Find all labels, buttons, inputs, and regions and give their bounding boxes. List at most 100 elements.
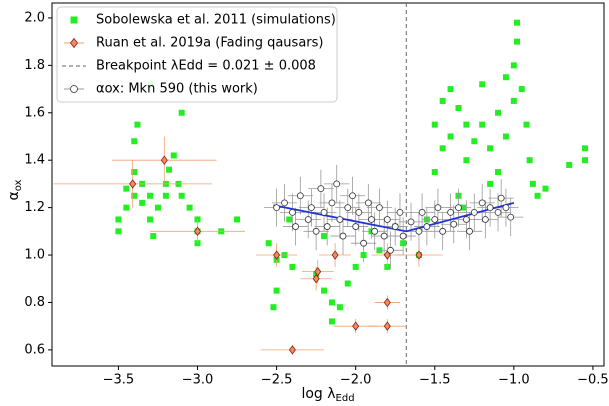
square-marker [495,169,502,176]
diamond-marker [331,250,339,260]
y-axis-label: αox [6,179,24,200]
diamond-marker [312,274,320,284]
x-tick-label: −1.5 [419,373,451,388]
y-tick-label: 1.4 [24,153,45,168]
circle-marker [431,216,439,223]
legend-label: αox: Mkn 590 (this work) [96,82,258,97]
square-marker [487,145,494,152]
y-tick-label: 0.8 [24,295,45,310]
circle-marker [307,204,315,212]
square-marker [123,204,130,211]
legend: Sobolewska et al. 2011 (simulations) Ruan… [56,6,338,103]
circle-marker [281,199,288,207]
square-marker [170,152,177,159]
y-tick-label: 2.0 [24,10,45,25]
square-marker [431,169,438,176]
legend-label: Ruan et al. 2019a (Fading qausars) [96,36,323,51]
square-marker [234,216,241,223]
x-label-main: log λ [301,386,335,402]
circle-marker [289,208,296,216]
circle-marker [399,232,407,240]
circle-marker [470,208,478,216]
circle-marker [494,208,502,216]
circle-marker [481,216,489,223]
x-tick-label: −3.0 [182,373,214,388]
square-marker [289,263,296,270]
circle-marker [447,208,454,216]
circle-marker [497,194,505,202]
fit-line [273,202,515,233]
circle-marker [292,223,299,230]
x-tick-label: −1.0 [498,373,530,388]
circle-marker [396,208,404,216]
square-marker [139,199,146,206]
square-marker [523,121,530,128]
circle-marker [368,216,375,223]
diamond-marker [288,345,296,355]
circle-marker [312,227,320,235]
square-marker [534,192,541,199]
circle-marker [434,204,442,212]
circle-marker [273,204,280,212]
square-marker [166,166,173,173]
square-marker [455,105,462,112]
legend-box [56,6,338,103]
square-marker [123,185,130,192]
square-marker [529,180,536,187]
y-tick-label: 1.0 [24,248,45,263]
circle-marker [450,220,458,228]
circle-marker [352,223,360,230]
y-tick-label: 1.6 [24,105,45,120]
square-marker [542,185,549,192]
circle-marker [391,223,399,230]
x-tick-label: −2.0 [340,373,372,388]
circle-marker [418,208,426,216]
square-marker [265,240,272,247]
circle-marker [349,192,356,200]
square-marker [518,86,525,93]
diamond-marker [383,250,391,260]
circle-marker [317,185,325,193]
square-marker [147,216,154,223]
circle-marker [415,227,423,235]
square-marker [566,161,573,168]
square-marker [463,121,470,128]
square-marker [178,192,185,199]
circle-marker [502,204,510,212]
square-marker [479,81,486,88]
square-marker [439,145,446,152]
square-marker [147,192,154,199]
circle-marker [380,232,388,240]
diamond-marker [415,250,423,260]
diamond-marker [273,250,281,260]
x-tick-label: −2.5 [261,373,293,388]
y-tick-label: 0.6 [24,342,45,357]
circle-marker [376,204,383,212]
circle-marker [407,218,415,226]
legend-label: Breakpoint λEdd = 0.021 ± 0.008 [96,59,316,74]
square-marker [495,109,502,116]
plot-area [53,3,589,366]
y-label-main: α [6,191,22,200]
circle-marker [371,227,379,235]
square-marker [582,145,589,152]
circle-marker [70,85,78,93]
square-marker [328,299,335,306]
circle-marker [323,223,331,230]
square-marker [328,318,335,325]
circle-marker [333,180,341,188]
square-marker [70,16,78,24]
diamond-marker [314,266,322,277]
diamond-marker [129,179,137,189]
square-marker [186,204,193,211]
circle-marker [336,216,344,223]
square-marker [447,133,454,140]
square-marker [510,97,517,104]
square-marker [131,169,138,176]
diamond-marker [383,321,391,331]
square-marker [463,157,470,164]
square-marker [134,121,141,128]
circle-marker [328,199,336,207]
diamond-marker [352,321,360,331]
